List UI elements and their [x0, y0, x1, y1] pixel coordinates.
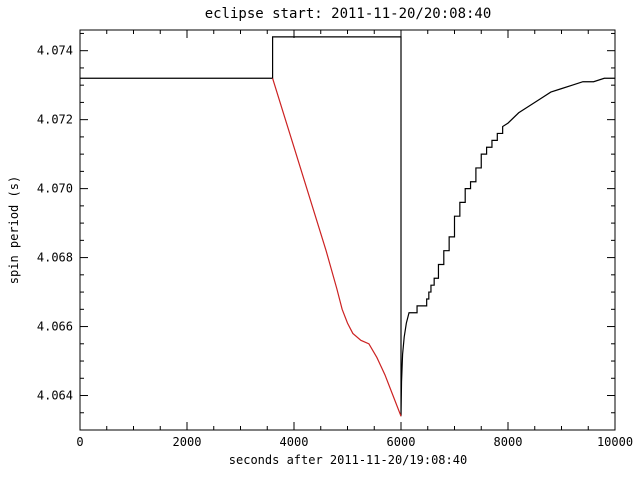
x-axis-label: seconds after 2011-11-20/19:08:40: [229, 453, 467, 467]
series-spin-period-measured-black: [80, 36, 615, 417]
series-eclipse-spindown-red: [272, 78, 402, 417]
x-tick-label: 2000: [173, 435, 202, 449]
y-tick-label: 4.074: [37, 44, 73, 58]
x-tick-label: 8000: [494, 435, 523, 449]
y-tick-label: 4.072: [37, 113, 73, 127]
y-tick-label: 4.066: [37, 320, 73, 334]
y-tick-label: 4.070: [37, 182, 73, 196]
y-axis-label: spin period (s): [7, 176, 21, 284]
x-tick-label: 10000: [597, 435, 633, 449]
y-tick-label: 4.064: [37, 389, 73, 403]
x-tick-label: 6000: [387, 435, 416, 449]
y-tick-label: 4.068: [37, 251, 73, 265]
axes-frame: [79, 29, 616, 431]
chart-title: eclipse start: 2011-11-20/20:08:40: [205, 6, 492, 22]
plot-area: 0 2000 4000 6000 8000 10000 4.064 4.066 4.068 4.0…: [37, 29, 633, 449]
x-tick-label: 0: [76, 435, 83, 449]
x-tick-label: 4000: [280, 435, 309, 449]
